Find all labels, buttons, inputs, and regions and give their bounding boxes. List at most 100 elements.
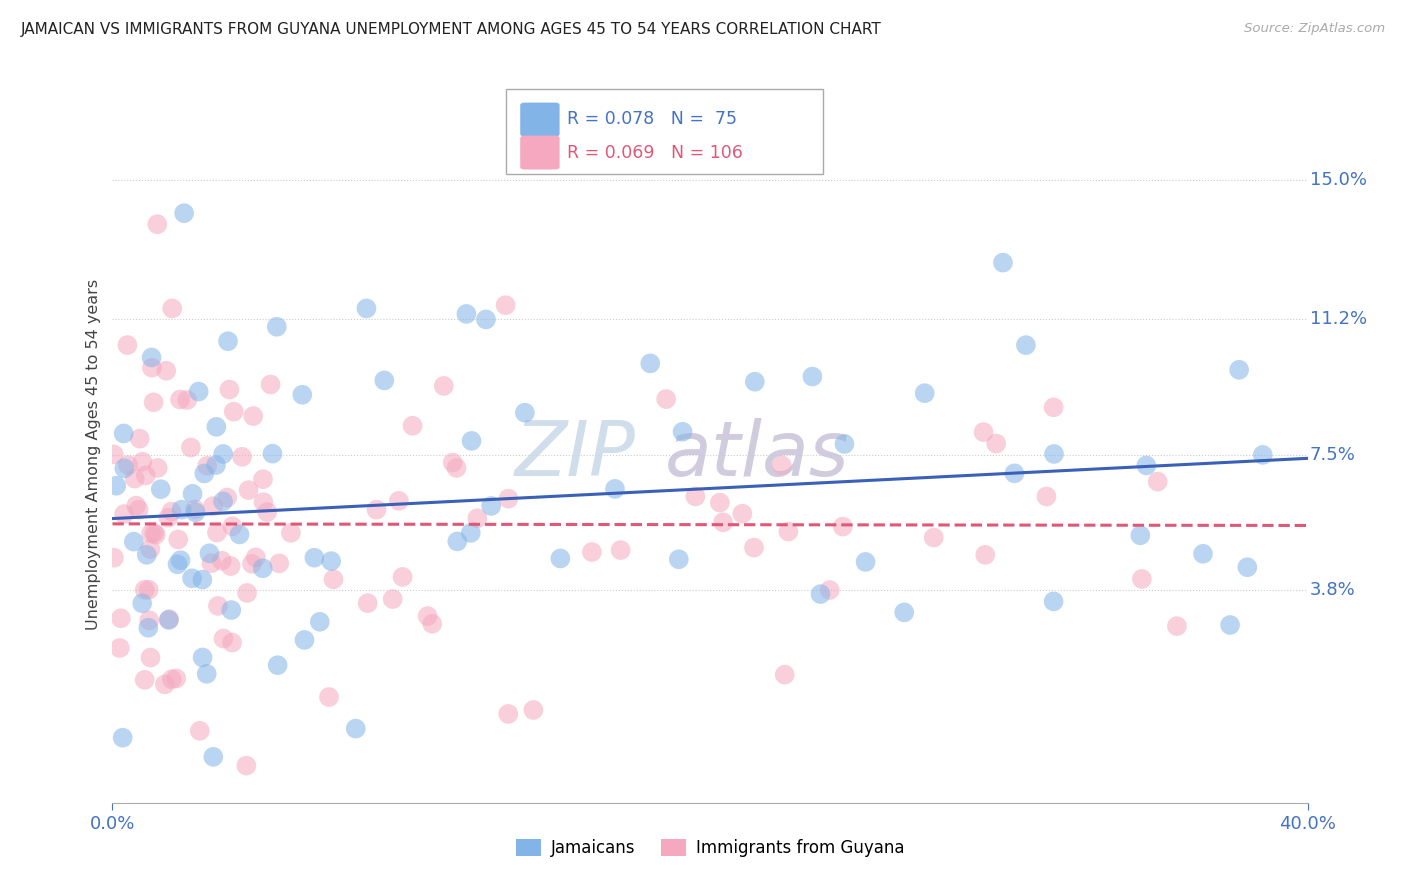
Point [401, 418, 423, 433]
Point [198, 546, 221, 560]
Text: 3.8%: 3.8% [1310, 582, 1355, 599]
Point [460, 434, 482, 448]
Point [416, 609, 439, 624]
Point [496, 706, 519, 721]
Point [105, 479, 128, 493]
Point [117, 458, 139, 472]
Point [834, 437, 856, 451]
Point [217, 491, 239, 505]
Point [1251, 448, 1274, 462]
Point [1227, 363, 1250, 377]
Point [141, 351, 163, 365]
Point [256, 505, 278, 519]
Point [252, 472, 274, 486]
Point [134, 582, 156, 597]
Point [668, 552, 690, 566]
Point [143, 526, 166, 541]
Point [1146, 475, 1168, 489]
Point [153, 677, 176, 691]
Point [176, 392, 198, 407]
Text: JAMAICAN VS IMMIGRANTS FROM GUYANA UNEMPLOYMENT AMONG AGES 45 TO 54 YEARS CORREL: JAMAICAN VS IMMIGRANTS FROM GUYANA UNEMP… [21, 22, 882, 37]
Text: R = 0.078   N =  75: R = 0.078 N = 75 [567, 110, 737, 128]
Point [131, 455, 153, 469]
Point [212, 494, 235, 508]
Point [181, 571, 204, 585]
Point [986, 436, 1008, 450]
Point [205, 420, 228, 434]
Point [184, 505, 207, 519]
Point [184, 502, 207, 516]
Point [149, 482, 172, 496]
Point [160, 672, 183, 686]
Point [893, 606, 915, 620]
Text: 7.5%: 7.5% [1310, 446, 1355, 464]
Point [262, 447, 284, 461]
Point [108, 640, 131, 655]
Point [731, 507, 754, 521]
Point [166, 558, 188, 572]
Point [134, 673, 156, 687]
Point [1015, 338, 1038, 352]
Point [180, 441, 202, 455]
Point [141, 360, 163, 375]
Point [205, 525, 228, 540]
Point [433, 379, 456, 393]
Point [266, 658, 288, 673]
Point [603, 482, 626, 496]
Point [157, 612, 180, 626]
Point [112, 426, 135, 441]
Point [266, 319, 288, 334]
Point [522, 703, 544, 717]
Point [1135, 458, 1157, 473]
Point [112, 461, 135, 475]
Point [195, 458, 218, 473]
Point [1219, 618, 1241, 632]
Point [128, 502, 150, 516]
Point [321, 554, 343, 568]
Point [655, 392, 678, 406]
Y-axis label: Unemployment Among Ages 45 to 54 years: Unemployment Among Ages 45 to 54 years [86, 279, 101, 631]
Point [711, 516, 734, 530]
Point [294, 632, 316, 647]
Point [236, 586, 259, 600]
Point [456, 307, 478, 321]
Point [131, 596, 153, 610]
Point [205, 458, 228, 472]
Point [157, 510, 180, 524]
Point [991, 255, 1014, 269]
Point [139, 650, 162, 665]
Point [1004, 467, 1026, 481]
Point [322, 572, 344, 586]
Point [112, 507, 135, 521]
Point [373, 374, 395, 388]
Point [778, 524, 800, 539]
Point [202, 499, 225, 513]
Point [142, 395, 165, 409]
Point [381, 592, 404, 607]
Point [188, 723, 211, 738]
Point [187, 384, 209, 399]
Point [103, 447, 125, 461]
Point [135, 548, 157, 562]
Point [810, 587, 832, 601]
Point [1035, 490, 1057, 504]
Point [1042, 594, 1064, 608]
Legend: Jamaicans, Immigrants from Guyana: Jamaicans, Immigrants from Guyana [509, 832, 911, 864]
Point [818, 582, 841, 597]
Point [1042, 401, 1064, 415]
Point [212, 447, 235, 461]
Point [146, 217, 169, 231]
Point [219, 559, 242, 574]
Point [259, 377, 281, 392]
Point [344, 722, 367, 736]
Point [914, 386, 936, 401]
Point [744, 375, 766, 389]
Point [252, 561, 274, 575]
Point [146, 461, 169, 475]
Point [191, 573, 214, 587]
Point [238, 483, 260, 497]
Point [801, 369, 824, 384]
Text: R = 0.069   N = 106: R = 0.069 N = 106 [567, 144, 742, 161]
Point [200, 556, 222, 570]
Point [138, 582, 160, 597]
